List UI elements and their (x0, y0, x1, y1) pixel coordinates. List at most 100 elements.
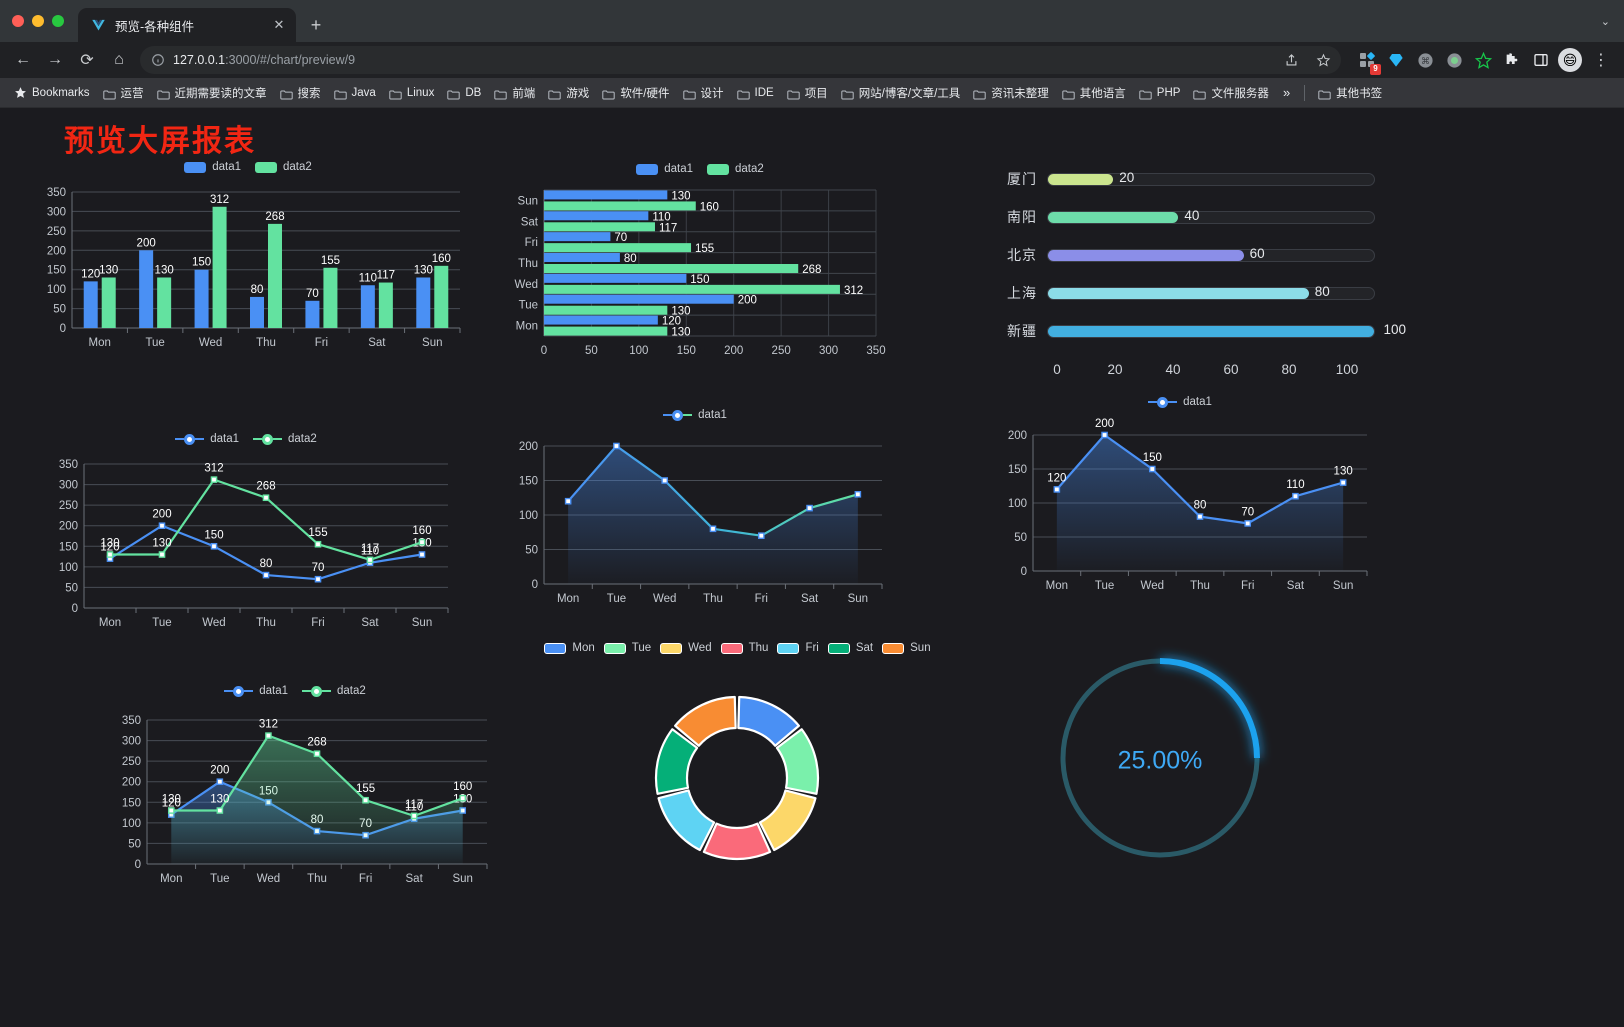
svg-text:120: 120 (162, 798, 181, 810)
legend-label: Sun (910, 642, 931, 654)
svg-text:130: 130 (1334, 466, 1353, 478)
avatar[interactable]: 😄 (1557, 47, 1583, 73)
chart-legend: Mon Tue Wed Thu Fri Sat Sun (540, 636, 935, 660)
command-icon[interactable]: ⌘ (1412, 47, 1438, 73)
bookmark-label: Java (351, 86, 376, 99)
browser-tab[interactable]: 预览-各种组件 ✕ (78, 8, 296, 42)
diamond-icon[interactable] (1383, 47, 1409, 73)
area-chart-single[interactable]: data1 0 50 100 150 200 Mon Tue Wed Thu Fri Sat Sun 1… (985, 391, 1375, 611)
legend-swatch (302, 685, 331, 697)
new-tab-button[interactable]: + (310, 14, 322, 35)
bookmark-folder[interactable]: 资讯未整理 (967, 82, 1055, 104)
progress-bar-row[interactable]: 厦门 20 (995, 160, 1375, 198)
legend-item-data1[interactable]: data1 (224, 685, 288, 697)
legend-item-data2[interactable]: data2 (255, 161, 312, 173)
bookmark-folder[interactable]: Linux (383, 84, 441, 102)
bookmark-folder[interactable]: 设计 (677, 82, 730, 104)
bookmark-folder[interactable]: 文件服务器 (1187, 82, 1275, 104)
legend-item-mon[interactable]: Mon (544, 642, 595, 654)
close-tab-button[interactable]: ✕ (273, 17, 285, 32)
legend-item-tue[interactable]: Tue (603, 642, 651, 654)
progress-bar-row[interactable]: 南阳 40 (995, 198, 1375, 236)
green-star-icon[interactable] (1470, 47, 1496, 73)
legend-item-data2[interactable]: data2 (707, 163, 764, 175)
bookmark-folder[interactable]: 网站/博客/文章/工具 (835, 82, 967, 104)
donut-chart[interactable]: Mon Tue Wed Thu Fri Sat Sun (540, 636, 935, 896)
progress-bar-chart[interactable]: 厦门 20 南阳 40 北京 60 上海 80 新疆 100 0 20 40 60 80 100 (995, 160, 1406, 450)
circle-gray-icon[interactable] (1441, 47, 1467, 73)
bookmark-folder[interactable]: 近期需要读的文章 (151, 82, 273, 104)
legend-label: data2 (337, 685, 366, 697)
horizontal-bar-chart[interactable]: data1 data2 0 50 100 150 200 250 300 350 Sun 130 1… (500, 158, 900, 373)
bookmark-folder[interactable]: IDE (731, 84, 780, 102)
back-button[interactable]: ← (15, 51, 31, 68)
bookmark-folder[interactable]: 前端 (488, 82, 541, 104)
tab-strip: 预览-各种组件 ✕ + ⌄ (0, 0, 1624, 42)
legend-item-data2[interactable]: data2 (253, 433, 317, 445)
bookmark-label: 其他语言 (1079, 87, 1126, 100)
legend-item-data1[interactable]: data1 (175, 433, 239, 445)
smooth-line-chart[interactable]: data1 0 50 100 150 200 Mon Tue Wed Thu Fri Sat Sun (500, 404, 890, 624)
other-bookmarks-folder[interactable]: 其他书签 (1312, 82, 1388, 104)
star-outline-icon[interactable] (1311, 48, 1335, 72)
reload-button[interactable]: ⟳ (80, 52, 94, 69)
chevron-down-icon[interactable]: ⌄ (1600, 15, 1610, 28)
folder-icon (389, 87, 402, 100)
progress-bar-row[interactable]: 新疆 100 (995, 312, 1406, 350)
area-chart-dual[interactable]: data1 data2 0 50 100 150 200 250 300 350 Mon Tue W… (95, 680, 495, 905)
bookmark-folder[interactable]: 软件/硬件 (596, 82, 675, 104)
bookmarks-root[interactable]: Bookmarks (8, 83, 96, 102)
bookmarks-overflow-button[interactable]: » (1282, 85, 1291, 100)
line-chart-dual[interactable]: data1 data2 0 50 100 150 200 250 300 350 Mon Tue W… (36, 428, 456, 648)
vertical-bar-chart[interactable]: data1 data2 0 50 100 150 200 250 300 350 Mon 120 1… (28, 156, 468, 366)
legend-item-data1[interactable]: data1 (636, 163, 693, 175)
legend-item-data2[interactable]: data2 (302, 685, 366, 697)
minimize-window-button[interactable] (32, 15, 44, 27)
svg-text:130: 130 (671, 190, 690, 202)
svg-text:350: 350 (866, 345, 885, 357)
svg-text:Sun: Sun (848, 593, 868, 605)
maximize-window-button[interactable] (52, 15, 64, 27)
svg-text:100: 100 (122, 818, 141, 830)
puzzle-icon[interactable] (1499, 47, 1525, 73)
legend-item-thu[interactable]: Thu (720, 642, 768, 654)
legend-item-fri[interactable]: Fri (777, 642, 819, 654)
progress-bar-row[interactable]: 北京 60 (995, 236, 1375, 274)
svg-text:150: 150 (47, 265, 66, 277)
legend-item-data1[interactable]: data1 (1148, 396, 1212, 408)
svg-text:150: 150 (519, 476, 538, 488)
bookmark-folder[interactable]: DB (441, 84, 487, 102)
extensions-grid-icon[interactable]: 9 (1354, 47, 1381, 75)
legend-item-wed[interactable]: Wed (660, 642, 712, 654)
svg-text:Wed: Wed (257, 873, 280, 885)
progress-bar-fill (1048, 325, 1374, 337)
bookmark-folder[interactable]: PHP (1133, 84, 1187, 102)
svg-text:350: 350 (59, 459, 78, 471)
forward-button[interactable]: → (47, 51, 63, 68)
gauge-chart[interactable]: 25.00% (1040, 636, 1280, 886)
bookmark-folder[interactable]: 游戏 (542, 82, 595, 104)
site-info-icon[interactable] (150, 53, 165, 68)
svg-text:Thu: Thu (256, 617, 276, 629)
home-button[interactable]: ⌂ (114, 51, 124, 68)
legend-item-data1[interactable]: data1 (663, 409, 727, 421)
bookmark-folder[interactable]: 运营 (97, 82, 150, 104)
bookmark-folder[interactable]: 其他语言 (1056, 82, 1132, 104)
bookmark-folder[interactable]: 项目 (781, 82, 834, 104)
share-icon[interactable] (1279, 48, 1303, 72)
folder-icon (1139, 87, 1152, 100)
legend-item-sun[interactable]: Sun (882, 642, 931, 654)
bookmark-label: 搜索 (297, 87, 321, 100)
side-panel-icon[interactable] (1528, 47, 1554, 73)
browser-menu-button[interactable]: ⋮ (1593, 52, 1609, 69)
progress-bar-track: 100 (1047, 322, 1406, 338)
legend-item-data1[interactable]: data1 (184, 161, 241, 173)
bookmark-folder[interactable]: 搜索 (274, 82, 327, 104)
close-window-button[interactable] (12, 15, 24, 27)
url-host: 127.0.0.1 (173, 53, 226, 67)
bookmark-folder[interactable]: Java (328, 84, 382, 102)
progress-bar-row[interactable]: 上海 80 (995, 274, 1375, 312)
legend-item-sat[interactable]: Sat (827, 642, 873, 654)
address-bar[interactable]: 127.0.0.1:3000/#/chart/preview/9 (140, 46, 1341, 74)
